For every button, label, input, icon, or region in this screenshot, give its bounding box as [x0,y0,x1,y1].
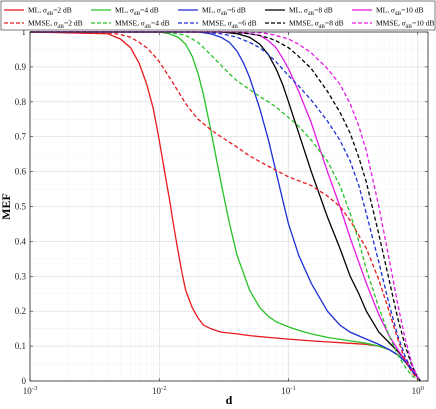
y-tick-label: 0.3 [15,271,27,281]
y-tick-label: 0.1 [15,341,26,351]
series-line-8 [30,31,422,382]
y-axis-label: MEF [0,193,13,220]
series-line-4 [30,31,422,382]
x-tick-label: 10-3 [23,385,37,396]
grid [29,32,428,381]
legend-entry: ML, σdB=10 dB [376,6,423,18]
legend-entry: ML, σdB=4 dB [115,6,159,18]
curves [29,31,422,382]
legend-entry: MMSE, σdB=8 dB [289,19,344,31]
series-line-2 [30,31,422,382]
y-tick-label: 0.4 [15,236,27,246]
legend: ML, σdB=2 dB ML, σdB=4 dB ML, σdB=6 dB ML, … [0,0,436,31]
legend-entry: ML, σdB=2 dB [28,6,72,18]
y-tick-label: 0.9 [15,62,27,72]
y-tick-label: 0.6 [15,167,27,177]
legend-entry: MMSE, σdB=10 dB [376,19,434,31]
legend-entry: ML, σdB=8 dB [289,6,333,18]
series-line-6 [30,31,421,382]
legend-entry: MMSE, σdB=2 dB [28,19,83,31]
x-tick-label: 10-2 [152,385,166,396]
legend-box [0,0,436,31]
legend-entry: ML, σdB=6 dB [202,6,246,18]
ticks: 0 0.1 0.2 0.3 0.4 0.5 0.6 0.7 0.8 0.9 1 10-3 10-2 10-… [15,27,428,396]
y-tick-label: 0 [22,376,27,386]
x-tick-label: 100 [412,385,424,396]
legend-entry: MMSE, σdB=6 dB [202,19,257,31]
series-line-7 [30,31,422,382]
x-tick-label: 10-1 [281,385,295,396]
x-axis-label: d [226,393,233,407]
y-tick-label: 0.7 [15,132,27,142]
y-tick-label: 0.2 [15,306,26,316]
series-line-5 [29,31,421,382]
y-tick-label: 1 [22,27,27,37]
y-tick-label: 0.5 [15,202,27,212]
series-line-9 [30,31,422,382]
series-line-3 [30,31,422,382]
legend-entry: MMSE, σdB=4 dB [115,19,170,31]
y-tick-label: 0.8 [15,97,27,107]
